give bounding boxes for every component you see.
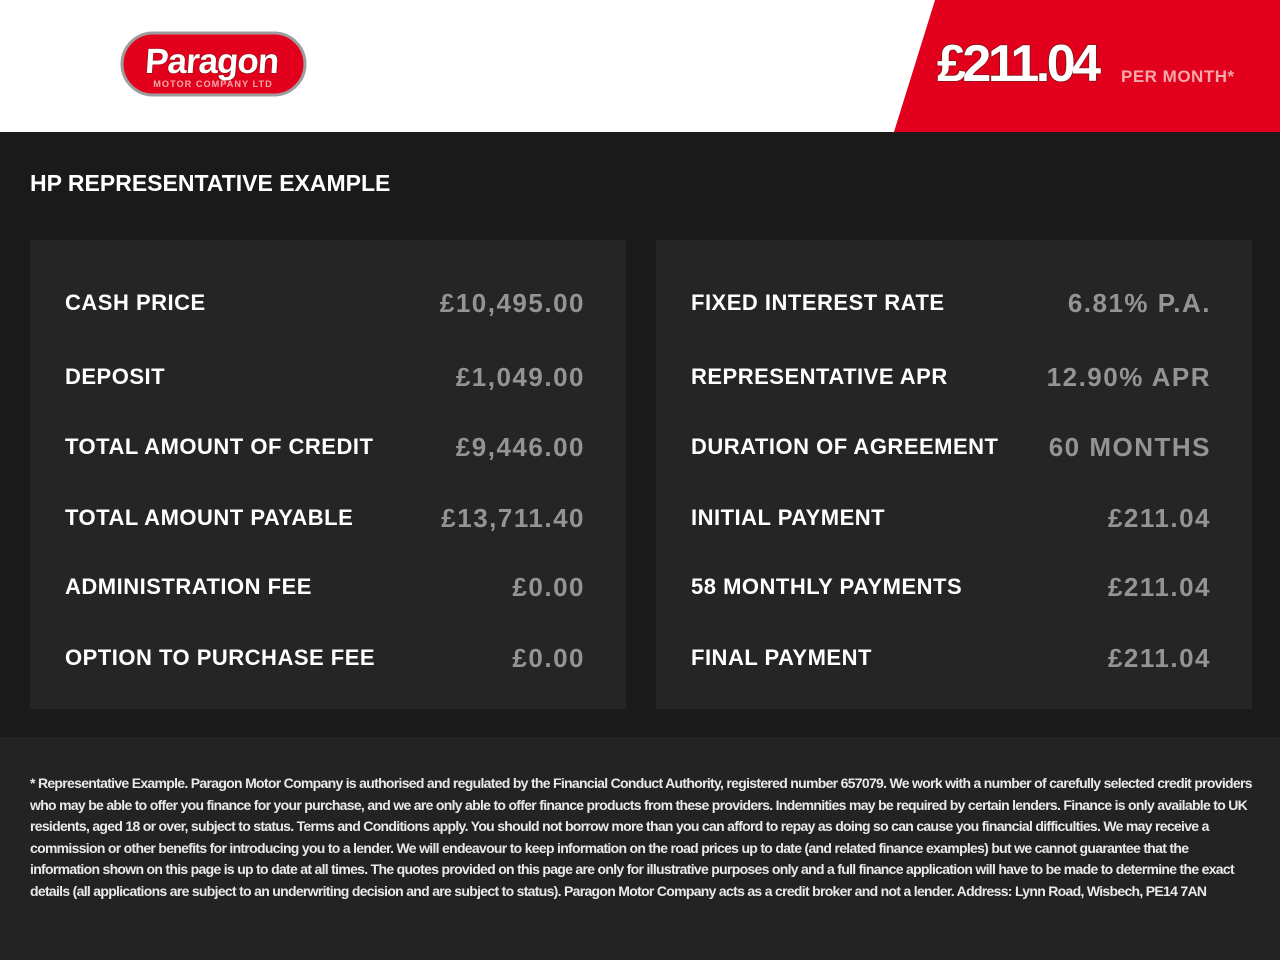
- svg-text:MOTOR COMPANY LTD: MOTOR COMPANY LTD: [153, 79, 272, 89]
- svg-text:Paragon: Paragon: [144, 42, 280, 81]
